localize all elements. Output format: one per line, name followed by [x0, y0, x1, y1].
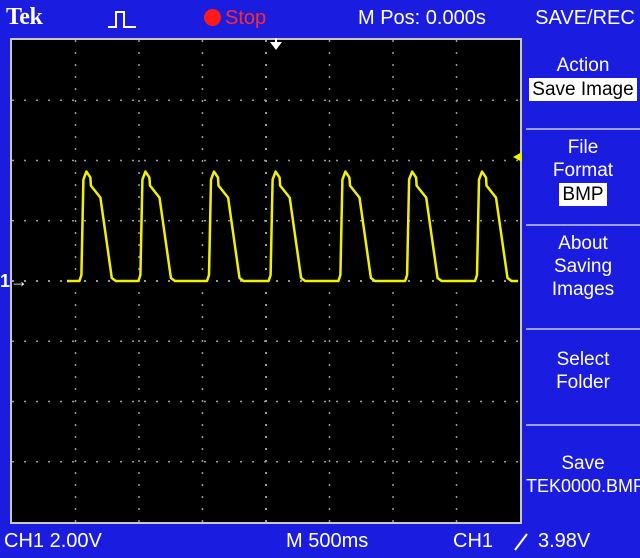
status-bar: Tek Stop M Pos: 0.000s	[0, 0, 528, 36]
trigger-level: 3.98V	[538, 530, 591, 552]
save-filename: TEK0000.BMP	[526, 476, 640, 496]
acquisition-state: Stop	[225, 7, 267, 29]
action-value: Save Image	[529, 78, 637, 101]
file-format-label-2: Format	[552, 160, 614, 181]
about-label-2: Saving	[553, 256, 613, 277]
action-label: Action	[556, 55, 610, 76]
file-format-value: BMP	[559, 183, 607, 206]
select-folder-button[interactable]: Select Folder	[526, 328, 640, 424]
action-button[interactable]: Action Save Image	[526, 36, 640, 128]
waveform-area	[12, 40, 520, 522]
select-label-1: Select	[556, 349, 610, 370]
trigger-source: CH1	[453, 530, 494, 552]
menu-title: SAVE/REC	[535, 7, 635, 29]
timebase-readout: M 500ms	[286, 530, 369, 552]
ch1-waveform-trace	[67, 170, 518, 283]
save-label: Save	[561, 453, 605, 474]
ch1-vertical-scale: CH1 2.00V	[4, 530, 102, 552]
file-format-button[interactable]: File Format BMP	[526, 128, 640, 224]
save-button[interactable]: Save TEK0000.BMP	[526, 424, 640, 528]
brand-logo: Tek	[6, 4, 43, 30]
about-label-1: About	[558, 233, 608, 254]
side-menu: Action Save Image File Format BMP About …	[526, 36, 640, 528]
graticule	[10, 38, 522, 524]
readout-bar: CH1 2.00V M 500ms CH1 3.98V	[0, 526, 640, 558]
trigger-level-marker-icon	[513, 152, 522, 162]
about-label-3: Images	[551, 279, 615, 300]
trigger-position-marker-icon	[270, 38, 282, 50]
about-saving-images-button[interactable]: About Saving Images	[526, 224, 640, 328]
ch1-ground-marker: 1→	[0, 271, 29, 291]
select-label-2: Folder	[556, 372, 610, 393]
file-format-label-1: File	[567, 137, 599, 158]
acquisition-stop-icon	[204, 9, 221, 26]
rising-slope-icon	[514, 533, 528, 551]
trigger-edge-icon	[108, 11, 136, 28]
horizontal-position: M Pos: 0.000s	[358, 7, 486, 29]
